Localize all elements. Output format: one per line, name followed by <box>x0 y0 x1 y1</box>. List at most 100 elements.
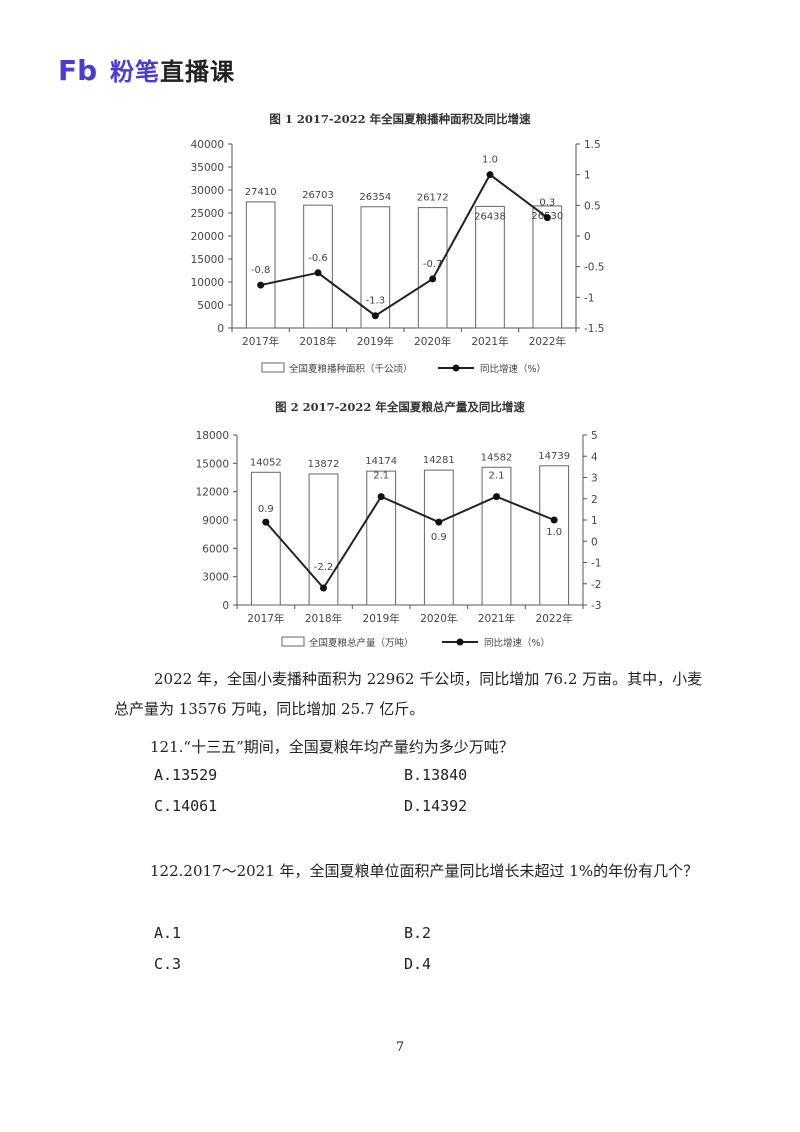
question-121-option-d: D.14392 <box>404 797 468 815</box>
chart-1-tick-label-right: -0.5 <box>584 262 605 274</box>
chart-1-growth-label: -0.8 <box>251 265 271 276</box>
chart-1-category-label: 2017年 <box>242 335 279 348</box>
chart-2-tick-label-right: 0 <box>591 536 598 548</box>
question-121-option-b: B.13840 <box>404 766 468 784</box>
chart-2-growth-label: 0.9 <box>258 504 274 515</box>
chart-1-tick-label-left: 15000 <box>191 254 224 266</box>
chart-2-growth-point <box>493 493 500 501</box>
chart-2-bar-label: 14174 <box>365 456 397 467</box>
fb-logo-icon: Fb <box>58 56 97 84</box>
chart-1-growth-label: 1.0 <box>482 155 498 166</box>
chart-2-bar <box>250 471 281 606</box>
chart-2-tick-label-right: 2 <box>591 494 598 506</box>
chart-2-tick-label-left: 15000 <box>196 458 229 470</box>
chart-1-bar-label: 26438 <box>474 211 506 222</box>
chart-2-growth-line <box>265 495 555 590</box>
question-122-option-a: A.1 <box>154 924 182 942</box>
question-122-option-d: D.4 <box>404 955 432 973</box>
brand-name-highlight: 粉笔 <box>110 58 160 86</box>
chart-1-bar <box>532 205 563 329</box>
brand-logo: Fb 粉笔 直播课 <box>58 52 235 87</box>
chart-1-bar-label: 26354 <box>359 192 391 203</box>
chart-2-bar-label: 14052 <box>250 457 282 468</box>
chart-2-tick-label-right: -1 <box>591 558 601 570</box>
chart-2-growth-label: -2.2 <box>314 562 334 573</box>
brand-name: 粉笔 直播课 <box>110 52 235 87</box>
chart-1-tick-label-left: 35000 <box>191 162 224 174</box>
chart-1-tick-label-right: 0 <box>584 231 591 243</box>
chart-1-category-label: 2019年 <box>357 335 394 348</box>
chart-1-growth-point <box>314 269 322 277</box>
chart-2-tick-label-right: 3 <box>591 473 598 485</box>
chart-1-category-label: 2018年 <box>299 335 336 348</box>
chart-1-category-label: 2021年 <box>471 335 508 348</box>
chart-1-bar <box>417 207 448 329</box>
chart-2-bar-label: 14281 <box>423 455 455 466</box>
chart-2-growth-label: 2.1 <box>489 471 505 482</box>
chart-1-growth-label: 0.3 <box>539 198 555 209</box>
chart-1-tick-label-left: 30000 <box>191 185 224 197</box>
chart-2-svg: 图 2 2017-2022 年全国夏粮总产量及同比增速 0 3000 6000 9000… <box>196 400 602 649</box>
chart-1-growth-line <box>260 173 548 317</box>
chart-1-tick-label-left: 40000 <box>191 139 224 151</box>
chart-1-tick-label-left: 10000 <box>191 277 224 289</box>
chart-1-bar <box>303 204 333 329</box>
chart-2-legend-bar-label: 全国夏粮总产量（万吨） <box>309 637 414 649</box>
question-122: 122.2017～2021 年，全国夏粮单位面积产量同比增长未超过 1%的年份有… <box>150 862 699 880</box>
chart-2-category-label: 2019年 <box>363 612 400 625</box>
chart-2-tick-label-right: 4 <box>591 451 598 463</box>
chart-1-growth-point <box>371 312 379 320</box>
chart-2-bar <box>423 469 454 606</box>
chart-2-bar-label: 13872 <box>308 459 340 470</box>
page-number: 7 <box>395 1040 405 1055</box>
chart-2-legend-line-label: 同比增速（%） <box>484 637 550 649</box>
chart-2-tick-label-left: 0 <box>222 600 229 612</box>
chart-1-legend-bar-swatch <box>261 362 285 373</box>
chart-2-bar <box>539 465 570 606</box>
chart-1-growth-label: -0.7 <box>423 259 443 270</box>
chart-2-tick-label-left: 6000 <box>202 543 229 555</box>
chart-1-tick-label-right: -1.5 <box>584 323 605 335</box>
chart-1-title: 图 1 2017-2022 年全国夏粮播种面积及同比增速 <box>269 112 531 126</box>
chart-2-tick-label-left: 3000 <box>202 572 229 584</box>
chart-2-tick-label-left: 9000 <box>202 515 229 527</box>
chart-2-tick-label-right: 5 <box>591 430 598 442</box>
chart-2-bar <box>308 473 339 606</box>
chart-2-growth-label: 2.1 <box>373 471 389 482</box>
chart-1-tick-label-left: 20000 <box>191 231 224 243</box>
question-121: 121.“十三五”期间，全国夏粮年均产量约为多少万吨？ <box>150 738 514 756</box>
chart-2-tick-label-right: -2 <box>591 579 601 591</box>
chart-2-bar-label: 14582 <box>481 452 513 463</box>
chart-1-legend-line-label: 同比增速（%） <box>480 363 546 375</box>
paragraph: 2022 年，全国小麦播种面积为 22962 千公顷，同比增加 76.2 万亩。… <box>114 670 703 718</box>
chart-1-growth-point <box>486 171 494 179</box>
chart-1-svg: 图 1 2017-2022 年全国夏粮播种面积及同比增速 0 5000 10000 15… <box>191 112 605 375</box>
chart-1-tick-label-right: 1.5 <box>584 139 601 151</box>
chart-2-category-label: 2018年 <box>305 612 342 625</box>
chart-2-growth-point <box>550 516 558 524</box>
chart-1-growth-point <box>429 275 437 283</box>
chart-1-tick-label-left: 0 <box>217 323 224 335</box>
chart-1-category-label: 2022年 <box>529 335 566 348</box>
chart-1-growth-label: -0.6 <box>308 253 328 264</box>
chart-2-growth-point <box>435 518 443 526</box>
chart-2-category-label: 2022年 <box>536 612 573 625</box>
chart-2-growth-point <box>377 493 385 501</box>
question-121-option-c: C.14061 <box>154 797 218 815</box>
svg-text:Fb: Fb <box>58 56 97 84</box>
question-122-option-c: C.3 <box>154 955 182 973</box>
chart-2-legend-bar-swatch <box>281 636 305 647</box>
chart-2: 图 2 2017-2022 年全国夏粮总产量及同比增速 0 3000 6000 9000… <box>0 396 800 664</box>
chart-1-tick-label-left: 25000 <box>191 208 224 220</box>
chart-2-bar <box>481 466 512 606</box>
chart-1-bar <box>475 205 505 329</box>
chart-2-growth-point <box>262 518 270 526</box>
chart-2-tick-label-left: 12000 <box>196 487 229 499</box>
chart-2-tick-label-right: -3 <box>591 600 601 612</box>
chart-1-tick-label-right: 0.5 <box>584 200 601 212</box>
question-122-option-b: B.2 <box>404 924 432 942</box>
chart-2-growth-label: 1.0 <box>546 527 562 538</box>
brand-name-rest: 直播课 <box>160 58 235 86</box>
chart-2-bar <box>366 470 397 606</box>
chart-1-bar-label: 27410 <box>245 187 277 198</box>
